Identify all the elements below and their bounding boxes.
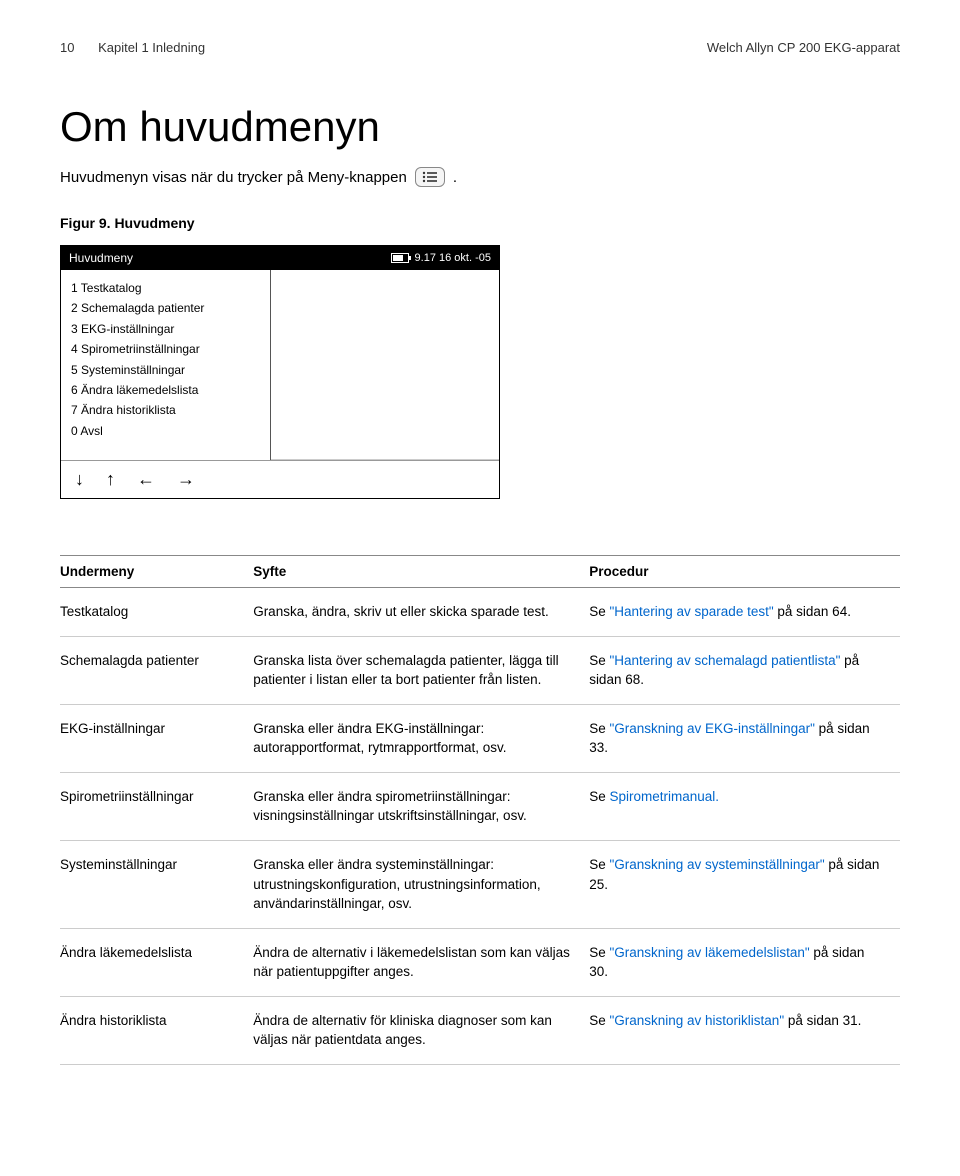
menu-item[interactable]: 5 Systeminställningar	[71, 360, 260, 380]
subtitle-text: Huvudmenyn visas när du trycker på Meny-…	[60, 169, 407, 186]
menu-item[interactable]: 2 Schemalagda patienter	[71, 298, 260, 318]
col-syfte: Syfte	[253, 556, 589, 588]
cell-procedure: Se Spirometrimanual.	[589, 772, 900, 840]
procedure-prefix: Se	[589, 653, 609, 668]
cell-procedure: Se "Hantering av sparade test" på sidan …	[589, 588, 900, 637]
col-undermeny: Undermeny	[60, 556, 253, 588]
procedure-link[interactable]: "Granskning av läkemedelslistan"	[609, 945, 809, 960]
cell-menu: EKG-inställningar	[60, 704, 253, 772]
menu-item[interactable]: 3 EKG-inställningar	[71, 319, 260, 339]
table-row: SpirometriinställningarGranska eller änd…	[60, 772, 900, 840]
screen-right-pane	[271, 270, 499, 460]
screen-time: 9.17 16 okt. -05	[415, 252, 491, 264]
cell-purpose: Ändra de alternativ för kliniska diagnos…	[253, 996, 589, 1064]
table-row: Ändra läkemedelslistaÄndra de alternativ…	[60, 928, 900, 996]
screen-header: Huvudmeny 9.17 16 okt. -05	[61, 246, 499, 270]
cell-procedure: Se "Granskning av EKG-inställningar" på …	[589, 704, 900, 772]
cell-procedure: Se "Granskning av systeminställningar" p…	[589, 840, 900, 928]
arrow-left-icon[interactable]: ←	[137, 469, 155, 490]
table-row: Ändra historiklistaÄndra de alternativ f…	[60, 996, 900, 1064]
procedure-link[interactable]: Spirometrimanual.	[609, 789, 719, 804]
procedure-prefix: Se	[589, 945, 609, 960]
procedure-prefix: Se	[589, 604, 609, 619]
cell-procedure: Se "Hantering av schemalagd patientlista…	[589, 636, 900, 704]
subtitle-row: Huvudmenyn visas när du trycker på Meny-…	[60, 167, 900, 187]
arrow-down-icon[interactable]: ↓	[75, 469, 84, 490]
cell-menu: Systeminställningar	[60, 840, 253, 928]
menu-item[interactable]: 6 Ändra läkemedelslista	[71, 380, 260, 400]
procedure-link[interactable]: "Hantering av sparade test"	[609, 604, 773, 619]
cell-purpose: Granska eller ändra spirometriinställnin…	[253, 772, 589, 840]
product-label: Welch Allyn CP 200 EKG-apparat	[707, 40, 900, 55]
cell-purpose: Granska, ändra, skriv ut eller skicka sp…	[253, 588, 589, 637]
device-screenshot: Huvudmeny 9.17 16 okt. -05 1 Testkatalog…	[60, 245, 500, 499]
screen-menu-list: 1 Testkatalog 2 Schemalagda patienter 3 …	[61, 270, 271, 460]
procedure-link[interactable]: "Hantering av schemalagd patientlista"	[609, 653, 840, 668]
page-header: 10 Kapitel 1 Inledning Welch Allyn CP 20…	[60, 40, 900, 55]
table-row: SysteminställningarGranska eller ändra s…	[60, 840, 900, 928]
menu-item[interactable]: 4 Spirometriinställningar	[71, 339, 260, 359]
procedure-link[interactable]: "Granskning av systeminställningar"	[609, 857, 824, 872]
cell-menu: Testkatalog	[60, 588, 253, 637]
arrow-right-icon[interactable]: →	[177, 469, 195, 490]
screen-body: 1 Testkatalog 2 Schemalagda patienter 3 …	[61, 270, 499, 460]
cell-procedure: Se "Granskning av historiklistan" på sid…	[589, 996, 900, 1064]
page-number: 10	[60, 40, 74, 55]
cell-purpose: Granska lista över schemalagda patienter…	[253, 636, 589, 704]
menu-item[interactable]: 7 Ändra historiklista	[71, 400, 260, 420]
menu-button-icon	[415, 167, 445, 187]
screen-footer: ↓ ↑ ← →	[61, 460, 499, 498]
procedure-suffix: på sidan 31.	[784, 1013, 861, 1028]
procedure-suffix: på sidan 64.	[774, 604, 851, 619]
cell-menu: Schemalagda patienter	[60, 636, 253, 704]
procedure-prefix: Se	[589, 721, 609, 736]
table-header-row: Undermeny Syfte Procedur	[60, 556, 900, 588]
main-title: Om huvudmenyn	[60, 103, 900, 151]
screen-title: Huvudmeny	[69, 251, 391, 265]
table-row: Schemalagda patienterGranska lista över …	[60, 636, 900, 704]
cell-procedure: Se "Granskning av läkemedelslistan" på s…	[589, 928, 900, 996]
cell-menu: Spirometriinställningar	[60, 772, 253, 840]
cell-menu: Ändra läkemedelslista	[60, 928, 253, 996]
cell-menu: Ändra historiklista	[60, 996, 253, 1064]
procedure-prefix: Se	[589, 857, 609, 872]
figure-label: Figur 9. Huvudmeny	[60, 215, 900, 231]
cell-purpose: Granska eller ändra systeminställningar:…	[253, 840, 589, 928]
col-procedur: Procedur	[589, 556, 900, 588]
arrow-up-icon[interactable]: ↑	[106, 469, 115, 490]
chapter-label: Kapitel 1 Inledning	[98, 40, 205, 55]
cell-purpose: Granska eller ändra EKG-inställningar: a…	[253, 704, 589, 772]
battery-icon	[391, 253, 409, 263]
period: .	[453, 169, 457, 186]
procedure-link[interactable]: "Granskning av historiklistan"	[609, 1013, 784, 1028]
procedure-link[interactable]: "Granskning av EKG-inställningar"	[609, 721, 814, 736]
table-row: TestkatalogGranska, ändra, skriv ut elle…	[60, 588, 900, 637]
procedure-prefix: Se	[589, 1013, 609, 1028]
menu-item[interactable]: 1 Testkatalog	[71, 278, 260, 298]
submenu-table: Undermeny Syfte Procedur TestkatalogGran…	[60, 555, 900, 1065]
procedure-prefix: Se	[589, 789, 609, 804]
menu-item[interactable]: 0 Avsl	[71, 421, 260, 441]
cell-purpose: Ändra de alternativ i läkemedelslistan s…	[253, 928, 589, 996]
header-left: 10 Kapitel 1 Inledning	[60, 40, 205, 55]
table-row: EKG-inställningarGranska eller ändra EKG…	[60, 704, 900, 772]
